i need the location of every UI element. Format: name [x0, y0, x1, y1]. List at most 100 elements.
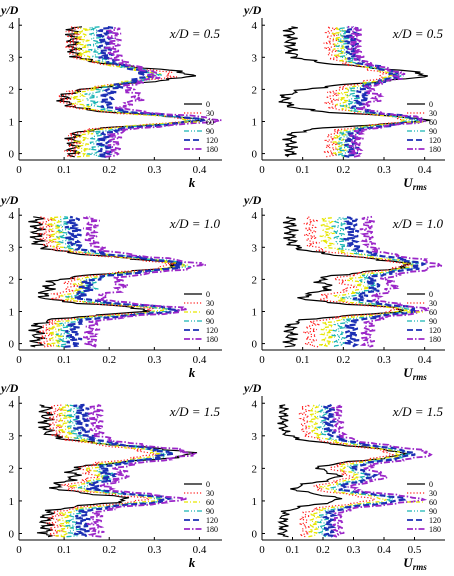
- x-tick-label: 0.4: [377, 544, 391, 556]
- series-line-90: [84, 26, 201, 158]
- series-line-30: [323, 26, 408, 158]
- series-line-0: [56, 26, 206, 158]
- y-tick-label: 4: [9, 20, 15, 32]
- x-tick-label: 0.1: [296, 164, 310, 176]
- x-axis-label: k: [189, 555, 196, 570]
- annotation: x/D = 0.5: [392, 26, 444, 41]
- series-line-0: [36, 404, 198, 538]
- series-line-180: [359, 215, 444, 348]
- x-axis-label: Urms: [403, 175, 427, 192]
- legend-label-180: 180: [429, 335, 441, 344]
- y-tick-label: 2: [9, 274, 15, 286]
- legend-label-90: 90: [429, 317, 437, 326]
- y-tick-label: 0: [9, 339, 15, 351]
- y-tick-label: 1: [252, 116, 258, 128]
- series-line-60: [318, 216, 419, 347]
- x-tick-label: 0.1: [286, 544, 300, 556]
- series-line-30: [57, 26, 196, 158]
- y-axis-label: y/D: [0, 193, 19, 207]
- legend-label-120: 120: [206, 136, 218, 145]
- series-line-60: [70, 26, 190, 158]
- x-tick-label: 0: [16, 354, 22, 366]
- series-line-90: [331, 216, 421, 348]
- y-tick-label: 3: [9, 242, 15, 254]
- x-tick-label: 0.4: [193, 164, 207, 176]
- y-tick-label: 4: [9, 210, 15, 222]
- y-tick-label: 1: [252, 496, 258, 508]
- x-tick-label: 0.1: [296, 354, 310, 366]
- y-tick-label: 4: [252, 398, 258, 410]
- series-line-120: [73, 403, 174, 537]
- y-tick-label: 2: [9, 84, 15, 96]
- y-axis-label: y/D: [242, 3, 262, 17]
- series-line-0: [28, 216, 179, 348]
- x-tick-label: 0.5: [408, 544, 422, 556]
- x-tick-label: 0.3: [347, 544, 361, 556]
- legend-label-90: 90: [429, 127, 437, 136]
- legend-label-30: 30: [429, 299, 437, 308]
- legend-label-90: 90: [206, 127, 214, 136]
- x-tick-label: 0.2: [102, 164, 116, 176]
- series-line-0: [282, 216, 411, 348]
- series-line-90: [64, 404, 173, 538]
- x-tick-label: 0: [259, 164, 265, 176]
- legend-label-120: 120: [429, 326, 441, 335]
- x-tick-label: 0.1: [57, 164, 71, 176]
- legend-label-180: 180: [206, 525, 218, 534]
- legend-label-120: 120: [429, 516, 441, 525]
- legend-label-30: 30: [429, 109, 437, 118]
- y-tick-label: 2: [252, 84, 258, 96]
- legend-label-30: 30: [429, 489, 437, 498]
- y-axis-label: y/D: [0, 3, 19, 17]
- y-tick-label: 4: [252, 20, 258, 32]
- legend-label-180: 180: [206, 335, 218, 344]
- series-line-30: [298, 404, 395, 538]
- y-tick-label: 1: [9, 306, 15, 318]
- x-axis-label: k: [189, 175, 196, 190]
- y-tick-label: 3: [252, 52, 258, 64]
- x-tick-label: 0.3: [377, 354, 391, 366]
- legend-label-60: 60: [429, 498, 437, 507]
- legend-label-30: 30: [206, 299, 214, 308]
- y-tick-label: 1: [252, 306, 258, 318]
- legend-label-60: 60: [429, 308, 437, 317]
- series-line-180: [86, 404, 198, 538]
- y-tick-label: 4: [9, 398, 15, 410]
- y-tick-label: 0: [9, 149, 15, 161]
- y-tick-label: 0: [252, 528, 258, 540]
- x-tick-label: 0.2: [316, 544, 330, 556]
- legend-label-180: 180: [206, 145, 218, 154]
- series-line-180: [347, 25, 426, 158]
- y-tick-label: 0: [9, 528, 15, 540]
- y-tick-label: 3: [252, 242, 258, 254]
- series-line-120: [64, 215, 184, 348]
- x-tick-label: 0.3: [147, 544, 161, 556]
- x-tick-label: 0.4: [418, 354, 432, 366]
- legend-label-90: 90: [206, 317, 214, 326]
- x-tick-label: 0.3: [377, 164, 391, 176]
- legend-label-30: 30: [206, 109, 214, 118]
- legend-label-120: 120: [429, 136, 441, 145]
- annotation: x/D = 0.5: [169, 26, 221, 41]
- legend-label-60: 60: [206, 308, 214, 317]
- series-line-60: [55, 404, 165, 538]
- series-line-180: [82, 215, 206, 348]
- legend-label-90: 90: [429, 507, 437, 516]
- series-line-60: [307, 404, 401, 538]
- x-axis-label: k: [189, 365, 196, 380]
- y-tick-label: 0: [252, 149, 258, 161]
- series-line-0: [277, 404, 409, 538]
- y-tick-label: 0: [252, 339, 258, 351]
- y-tick-label: 2: [9, 463, 15, 475]
- y-axis-label: y/D: [242, 381, 262, 395]
- series-line-90: [315, 404, 414, 538]
- series-line-60: [331, 26, 412, 158]
- series-line-30: [46, 404, 157, 537]
- series-line-30: [37, 216, 176, 348]
